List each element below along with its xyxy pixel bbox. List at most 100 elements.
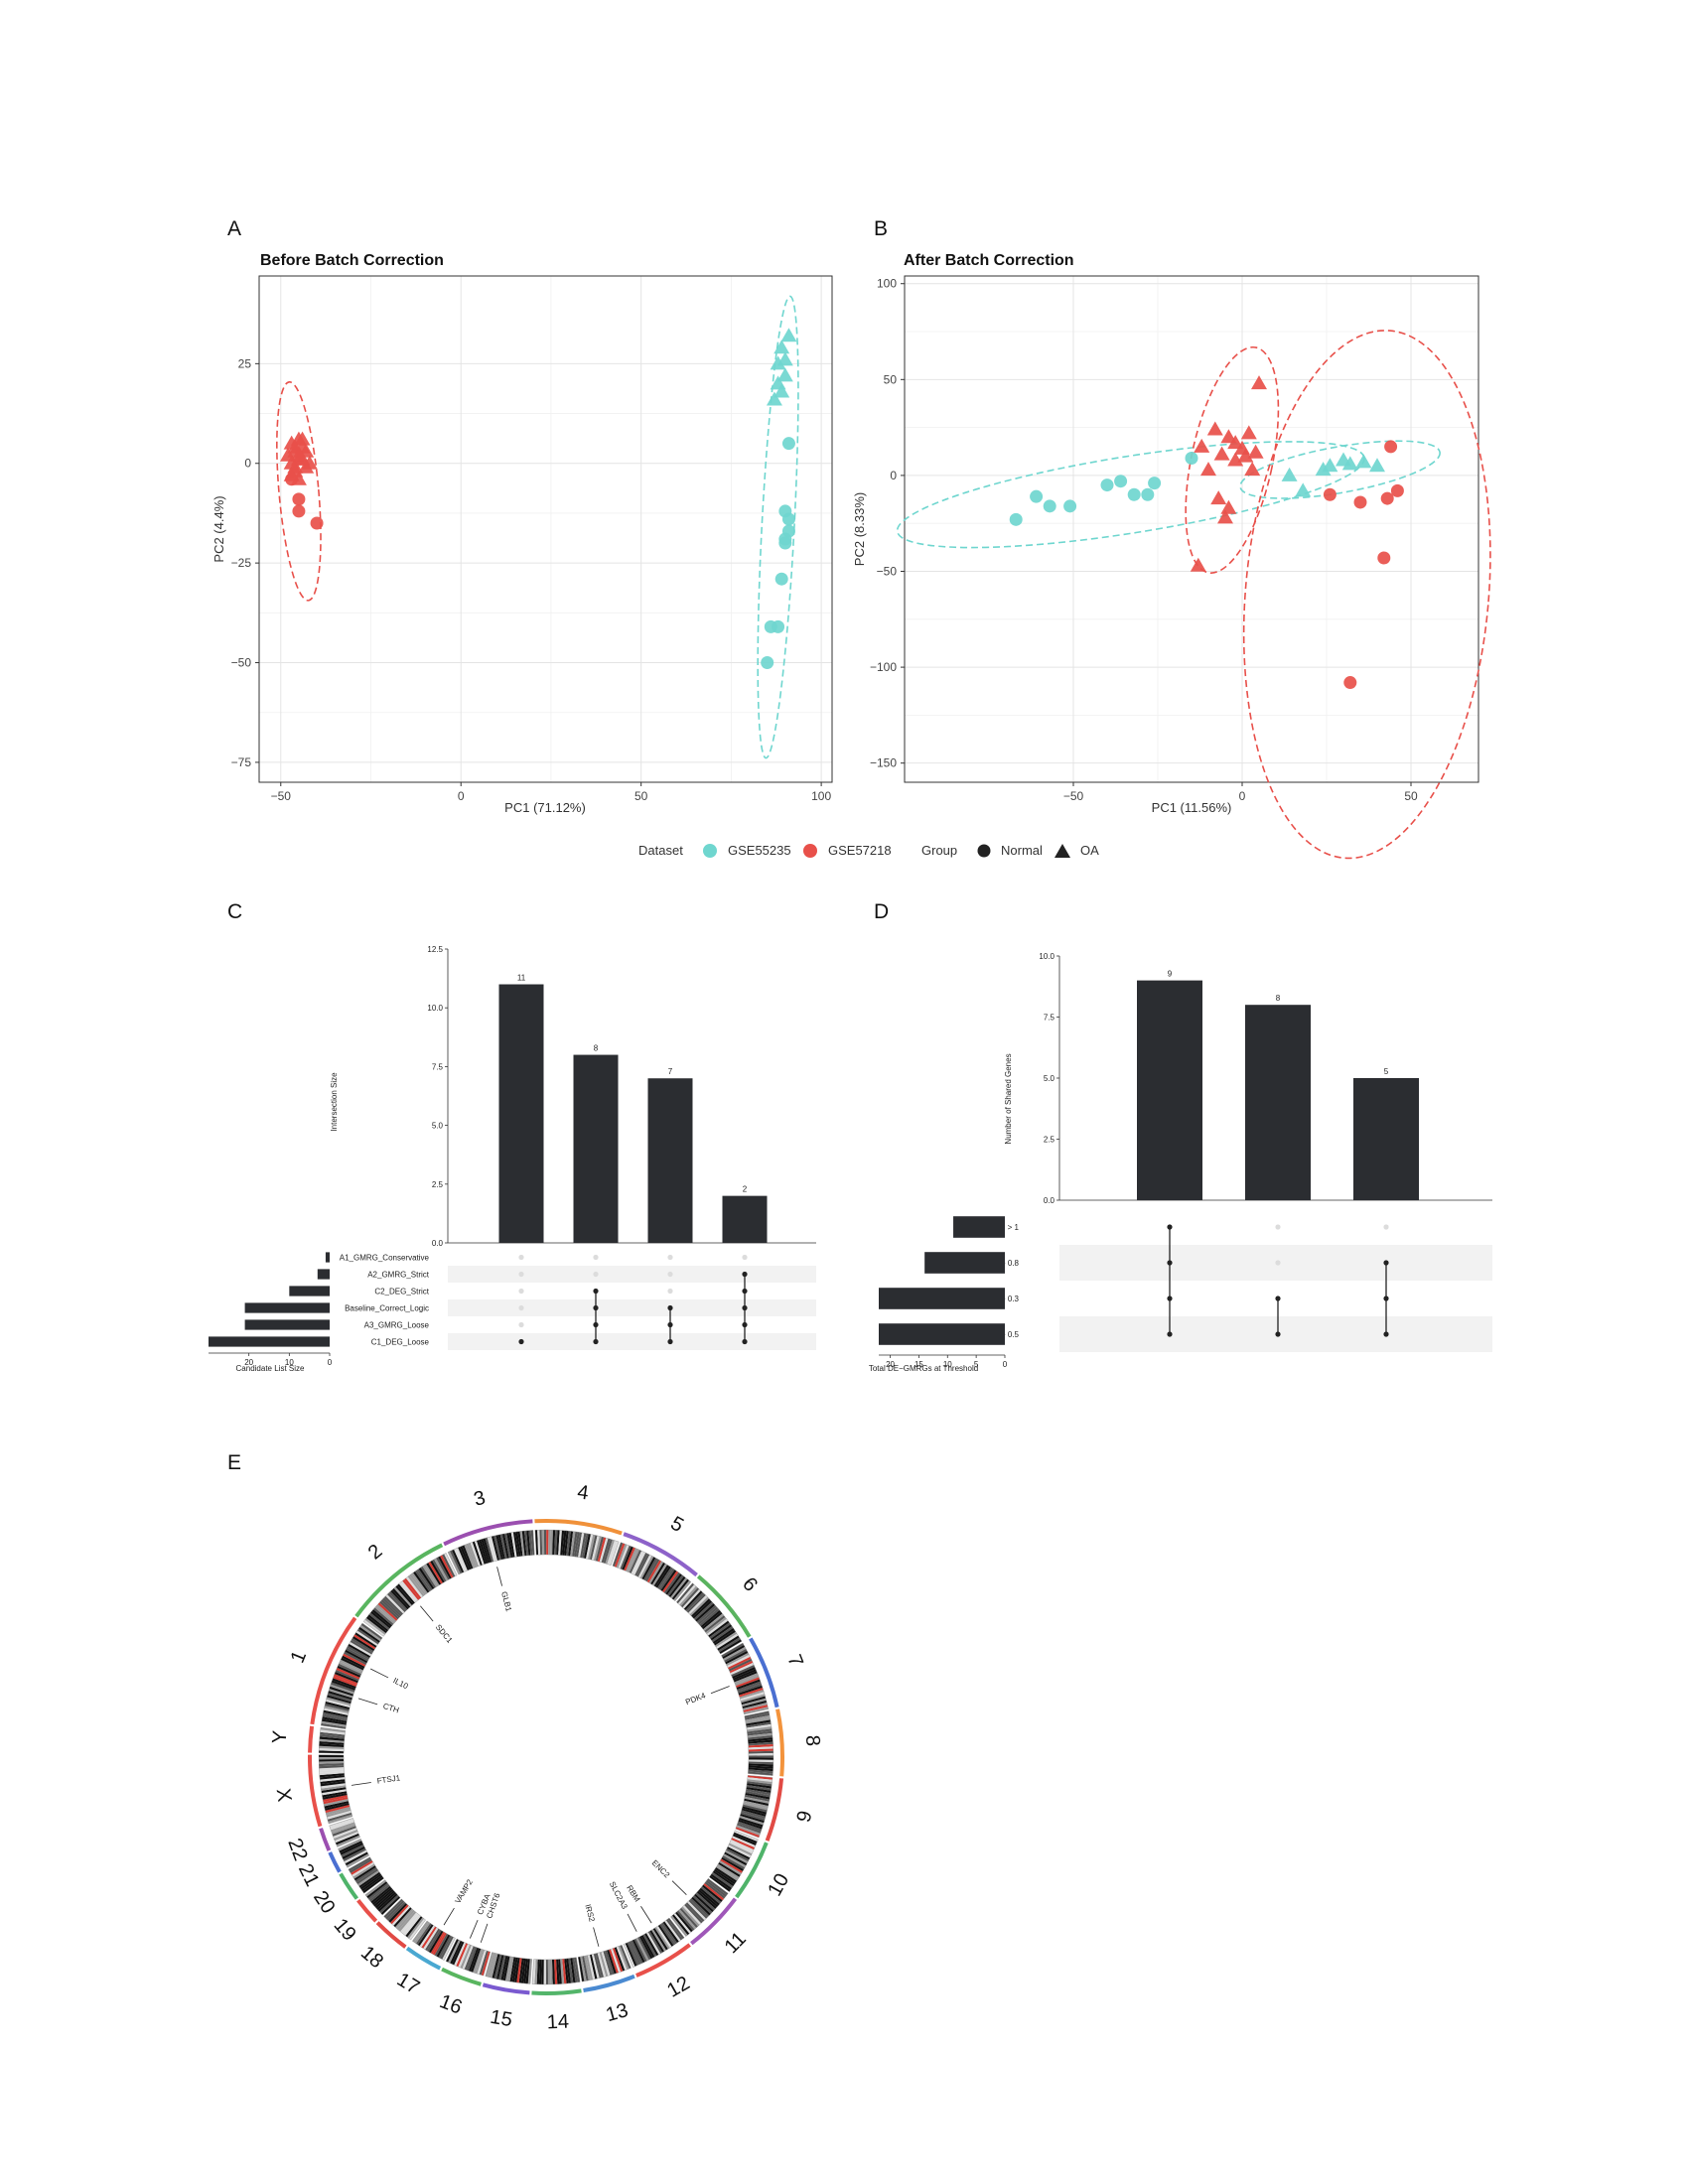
cytoband (320, 1731, 346, 1737)
panel-b: B After Batch Correction −50 0 50100500−50… (852, 217, 1491, 860)
cytoband (514, 1958, 520, 1983)
cytoband (554, 1530, 558, 1556)
chromosome-label: 9 (793, 1809, 817, 1825)
cytoband (332, 1826, 356, 1837)
cytoband (676, 1582, 695, 1604)
cytoband (377, 1602, 398, 1621)
cytoband (742, 1804, 768, 1813)
cytoband (584, 1534, 591, 1559)
panel-c-upset: 0.0 2.5 5.0 7.5 10.0 12.5 A1_GMRG_Conservative… (209, 945, 816, 1367)
cytoband (747, 1728, 773, 1734)
cytoband (744, 1798, 770, 1807)
cytoband (632, 1939, 645, 1964)
chromosome-outer-band (443, 1519, 533, 1547)
cytoband (572, 1958, 578, 1983)
y-tick-label: −50 (231, 656, 252, 670)
cytoband (325, 1701, 351, 1709)
cytoband (403, 1915, 421, 1936)
cytoband (738, 1819, 763, 1830)
set-size-bar (879, 1323, 1005, 1345)
cytoband (743, 1706, 769, 1714)
cytoband (357, 1870, 380, 1886)
cytoband (747, 1732, 773, 1738)
cytoband (748, 1750, 774, 1754)
cytoband (732, 1667, 757, 1679)
cytoband (509, 1957, 516, 1982)
cytoband (671, 1914, 690, 1936)
panel-c-letter: C (227, 900, 242, 923)
cytoband (748, 1735, 774, 1740)
y-tick-label: 0 (244, 457, 251, 471)
cytoband (344, 1849, 367, 1864)
x-tick-label: 50 (634, 789, 648, 803)
oa-triangle-point (766, 391, 782, 406)
cytoband (702, 1884, 723, 1903)
cytoband (336, 1667, 360, 1680)
panel-b-letter: B (874, 217, 888, 240)
cytoband (742, 1698, 767, 1707)
cytoband (485, 1537, 494, 1563)
cytoband (545, 1959, 549, 1984)
cytoband (746, 1787, 772, 1794)
gene-pointer (671, 1880, 687, 1895)
cytoband (554, 1959, 558, 1984)
cytoband (700, 1609, 722, 1628)
chromosome-label: 6 (738, 1573, 762, 1596)
cytoband (506, 1533, 513, 1559)
cytoband (341, 1843, 364, 1857)
cytoband (541, 1530, 545, 1556)
chromosome-outer-band (534, 1519, 623, 1536)
cytoband (343, 1847, 366, 1862)
cytoband (703, 1613, 725, 1631)
cytoband (704, 1881, 726, 1899)
cytoband (651, 1564, 668, 1586)
cytoband (323, 1707, 349, 1715)
cytoband (748, 1744, 774, 1748)
oa-triangle-point (1220, 499, 1237, 514)
cytoband (424, 1564, 440, 1586)
cytoband (631, 1940, 643, 1965)
cytoband (543, 1959, 546, 1984)
cytoband (387, 1592, 406, 1613)
cytoband (584, 1956, 591, 1980)
cytoband (614, 1543, 626, 1568)
cytoband (593, 1536, 602, 1562)
intersection-bar (1353, 1078, 1419, 1200)
chromosome-outer-band (308, 1725, 315, 1753)
chromosome-outline (348, 1856, 384, 1894)
cytoband (597, 1537, 607, 1563)
panel-a: A Before Batch Correction −50 0 50 100 25 0 −2… (211, 217, 833, 815)
cytoband (368, 1612, 390, 1630)
cytoband (319, 1750, 345, 1754)
cytoband (605, 1539, 615, 1565)
cytoband (689, 1596, 710, 1616)
cytoband (745, 1717, 771, 1724)
cytoband (742, 1700, 768, 1709)
cytoband (320, 1727, 346, 1733)
setsize-tick-label: 15 (914, 1360, 923, 1369)
cytoband (358, 1871, 381, 1888)
cytoband (661, 1922, 678, 1945)
cytoband (523, 1958, 528, 1984)
cytoband (428, 1562, 443, 1584)
legend-oa-triangle-icon (1055, 844, 1070, 858)
oa-triangle-point (776, 367, 793, 382)
cytoband (460, 1546, 472, 1570)
matrix-dot-inactive (518, 1254, 524, 1261)
intersection-bar-label: 9 (1168, 970, 1173, 979)
chromosome-label: 19 (330, 1914, 360, 1945)
set-size-bar (317, 1269, 330, 1280)
cytoband (645, 1932, 661, 1956)
cytoband (408, 1918, 426, 1941)
panel-b-title: After Batch Correction (904, 252, 1074, 269)
cytoband (586, 1534, 594, 1560)
confidence-ellipse (276, 381, 322, 602)
cytoband (741, 1810, 767, 1820)
cytoband (322, 1714, 348, 1721)
cytoband (438, 1556, 452, 1579)
oa-triangle-point (1190, 557, 1206, 572)
cytoband (430, 1560, 445, 1583)
y-tick-label: −25 (231, 556, 252, 570)
gene-label: ENC2 (650, 1858, 672, 1880)
cytoband (342, 1845, 365, 1859)
